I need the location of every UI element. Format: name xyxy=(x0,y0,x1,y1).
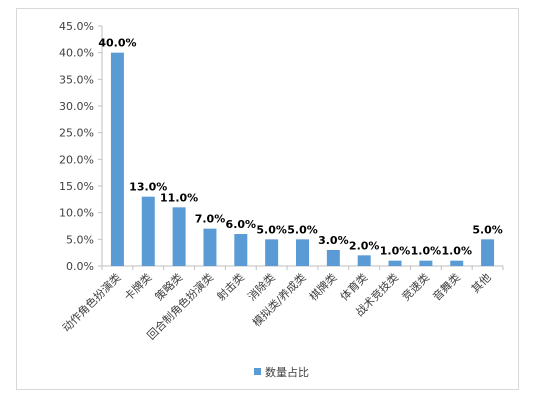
bar xyxy=(234,234,248,266)
bar xyxy=(141,196,155,266)
y-tick-label: 5.0% xyxy=(66,233,94,246)
data-label: 3.0% xyxy=(318,234,349,247)
category-label: 竞速类 xyxy=(399,270,432,303)
data-label: 5.0% xyxy=(287,223,318,236)
bar xyxy=(388,260,402,266)
x-axis: 动作角色扮演类卡牌类策略类回合制角色扮演类射击类消除类模拟类/养成类棋牌类体育类… xyxy=(59,265,504,342)
bar xyxy=(419,260,433,266)
category-label: 卡牌类 xyxy=(121,270,154,303)
y-tick-label: 10.0% xyxy=(59,207,94,220)
legend: 数量占比 xyxy=(254,365,309,379)
bar xyxy=(265,239,279,266)
legend-label: 数量占比 xyxy=(265,365,309,379)
bar xyxy=(481,239,495,266)
bar xyxy=(203,228,217,266)
bar xyxy=(172,207,186,266)
y-tick-label: 35.0% xyxy=(59,73,94,86)
data-label: 1.0% xyxy=(411,245,442,258)
y-tick-label: 45.0% xyxy=(59,20,94,33)
bar xyxy=(296,239,309,266)
data-label: 5.0% xyxy=(472,223,503,236)
y-axis: 0.0% 5.0% 10.0% 15.0% 20.0% 25.0% 30.0% 35.0% 40… xyxy=(59,20,103,273)
chart-frame xyxy=(16,8,519,390)
legend-swatch xyxy=(254,368,261,375)
y-tick-label: 25.0% xyxy=(59,127,94,140)
y-tick-label: 15.0% xyxy=(59,180,94,193)
category-label: 其他 xyxy=(469,271,494,296)
data-label: 1.0% xyxy=(441,245,472,258)
bar xyxy=(326,250,340,266)
data-label: 6.0% xyxy=(226,218,257,231)
y-tick-label: 40.0% xyxy=(59,47,94,60)
bar xyxy=(357,255,371,266)
bar xyxy=(450,260,464,266)
category-label: 音舞类 xyxy=(430,270,463,303)
data-label: 11.0% xyxy=(160,191,198,204)
y-tick-label: 20.0% xyxy=(59,153,94,166)
data-label: 2.0% xyxy=(349,239,380,252)
bar xyxy=(110,52,124,266)
category-label: 棋牌类 xyxy=(306,270,339,303)
category-label: 动作角色扮演类 xyxy=(59,270,123,334)
data-label: 7.0% xyxy=(195,213,226,226)
data-label: 5.0% xyxy=(256,223,287,236)
data-label: 13.0% xyxy=(129,181,167,194)
y-tick-label: 30.0% xyxy=(59,100,94,113)
data-label: 40.0% xyxy=(98,37,136,50)
data-label: 1.0% xyxy=(380,245,411,258)
y-tick-label: 0.0% xyxy=(66,260,94,273)
data-labels: 40.0%13.0%11.0%7.0% 6.0% 5.0% 5.0%3.0% 2.0% 1… xyxy=(98,37,502,258)
category-label: 模拟类/养成类 xyxy=(249,270,308,329)
bars xyxy=(110,52,495,266)
category-label: 射击类 xyxy=(214,270,247,303)
